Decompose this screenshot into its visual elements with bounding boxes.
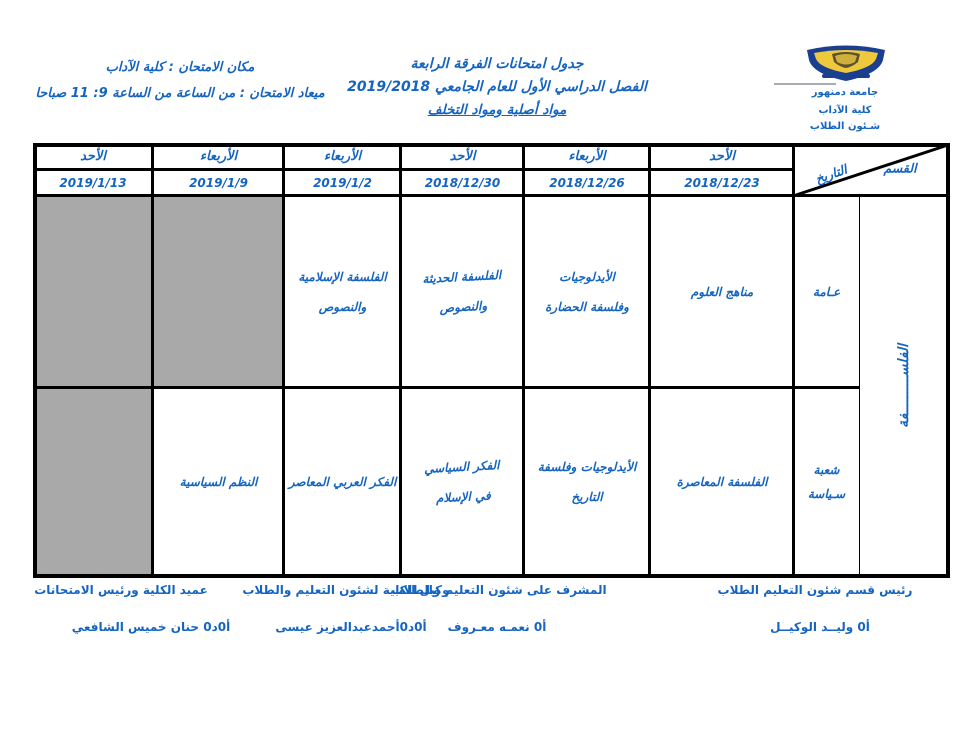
student-affairs-label: شـئون الطلاب [809,121,881,132]
university-logo [802,44,890,82]
signature-name-dean: أ0د0 حنان خميس الشافعي [71,620,231,634]
table-border-left-edge [946,143,950,578]
date-header-dec26: 2018/12/26 [549,176,625,190]
shaded-cell-r1-jan9 [154,197,283,386]
department-philosophy-label: الفلســـــــــفة [896,344,912,428]
subject-r1-jan2: الفلسفة الإسلامية والنصوص [298,269,387,314]
grid-v2 [282,143,285,578]
corner-cell: القسم التاريخ [794,143,950,197]
title-line-1: جدول امتحانات الفرقة الرابعة [410,56,584,72]
document-title: جدول امتحانات الفرقة الرابعة الفصل الدرا… [330,53,664,122]
day-header-jan2: الأربعاء [323,148,362,164]
subject-r1-dec23: مناهج العلوم [690,284,754,299]
date-header-jan13: 2019/1/13 [59,176,127,190]
university-crest-icon [807,45,885,81]
title-line-3: مواد أصلية ومواد التخلف [427,102,567,118]
date-header-jan9: 2019/1/9 [189,176,248,190]
signature-name-head-of-dept: أ0 وليــد الوكيــل [770,620,870,634]
grid-v5 [648,143,651,578]
table-border-bottom [33,574,950,578]
section-label-general: عـامة [812,284,841,299]
grid-h-day-date [33,168,794,171]
corner-department-label: القسم [883,160,917,176]
signature-title-vice-dean: وكيل الكلية لشئون التعليم والطلاب [242,583,450,597]
shaded-cell-r1-jan13 [36,197,152,386]
grid-h-header-body [33,194,950,197]
signature-title-dean: عميد الكلية ورئيس الامتحانات [34,583,208,597]
logo-underline-mark [774,83,836,85]
date-header-dec30: 2018/12/30 [424,176,501,190]
shaded-cell-r2-jan13 [36,389,152,575]
subject-r2-jan2: الفكر العربي المعاصر [288,475,397,489]
subject-r2-dec23: الفلسفة المعاصرة [676,475,768,489]
faculty-name: كلية الآداب [818,105,872,116]
university-name: جامعة دمنهور [811,87,879,98]
grid-h-row-divider [33,386,859,389]
exam-info: مكان الامتحان : كلية الآداب ميعاد الامتح… [10,55,350,107]
org-header: جامعة دمنهور كلية الآداب شـئون الطلاب [795,85,895,135]
exam-place: مكان الامتحان : كلية الآداب [105,60,255,75]
grid-v1 [151,143,154,578]
section-label-politics: شعبة سـياسة [807,463,846,501]
signature-name-vice-dean: أ0د0أحمدعبدالعزيز عيسى [275,620,427,634]
exam-time: ميعاد الامتحان : من الساعة من الساعة 9: … [35,86,325,101]
exam-table: القسم التاريخ الأحد الأربعاء الأحد الأرب… [33,143,950,578]
day-header-jan13: الأحد [80,148,106,164]
date-header-dec23: 2018/12/23 [684,176,760,190]
title-line-2: الفصل الدراسي الأول للعام الجامعي 2019/2… [347,79,647,95]
table-border-top [33,143,950,147]
grid-v7-thin [859,197,860,575]
subject-r2-dec26: الأيدلوجيات وفلسفة التاريخ [537,460,637,504]
table-border-right-edge [33,143,37,578]
day-header-dec23: الأحد [709,148,735,164]
grid-v3 [399,143,402,578]
subject-r2-dec30: الفكر السياسي في الإسلام [423,458,500,506]
signature-name-supervisor: أ0 نعمـه معـروف [447,620,547,634]
subject-r1-dec26: الأيدلوجيات وفلسفة الحضارة [545,269,629,314]
subject-r1-dec30: الفلسفة الحديثة والنصوص [421,267,502,315]
grid-v4 [522,143,525,578]
grid-v6 [792,143,795,578]
subject-r2-jan9: النظم السياسية [179,475,258,489]
day-header-dec26: الأربعاء [568,148,606,164]
day-header-dec30: الأحد [449,148,476,164]
signature-title-supervisor: المشرف على شئون التعليم والطلاب [391,583,607,597]
diagonal-line-icon [795,143,949,197]
day-header-jan9: الأربعاء [199,148,238,164]
signature-title-head-of-dept: رئيس قسم شئون التعليم الطلاب [717,583,913,597]
date-header-jan2: 2019/1/2 [313,176,372,190]
